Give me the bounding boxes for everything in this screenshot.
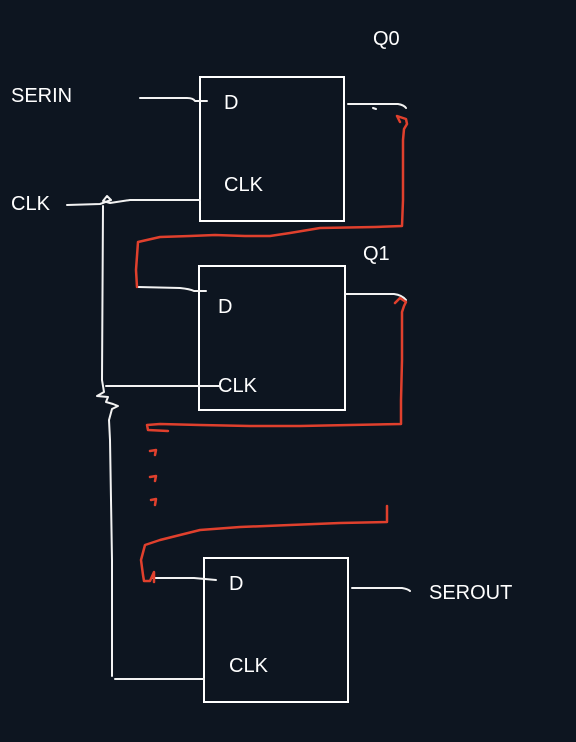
flipflop-0-box bbox=[199, 76, 345, 222]
serout-wire bbox=[351, 587, 411, 592]
q1-output-wire bbox=[345, 293, 407, 301]
q1-label: Q1 bbox=[363, 243, 390, 265]
flipflop-2-clk-pin: CLK bbox=[229, 655, 269, 677]
clk-input-wire bbox=[66, 195, 201, 206]
flipflop-2-d-pin: D bbox=[229, 573, 243, 595]
ffn-feedback-wire bbox=[139, 504, 389, 584]
serin-label: SERIN bbox=[11, 85, 72, 107]
flipflop-1-box bbox=[198, 265, 346, 411]
serin-wire bbox=[139, 97, 208, 102]
ellipsis-dot-3 bbox=[149, 497, 158, 507]
q0-feedback-wire bbox=[134, 114, 409, 289]
q1-feedback-wire bbox=[145, 296, 408, 433]
q0-label: Q0 bbox=[373, 28, 400, 50]
flipflop-0-d-pin: D bbox=[224, 92, 238, 114]
ff2-d-input-wire bbox=[152, 577, 217, 581]
flipflop-2-box bbox=[203, 557, 349, 703]
ellipsis-dot-2 bbox=[148, 474, 158, 483]
q0-output-mark bbox=[372, 107, 377, 110]
clk-input-label: CLK bbox=[11, 193, 51, 215]
flipflop-0-clk-pin: CLK bbox=[224, 174, 264, 196]
q0-output-wire bbox=[347, 103, 407, 109]
clock-bus-wire bbox=[96, 205, 119, 677]
ellipsis-dot-1 bbox=[148, 448, 158, 457]
ff1-d-input-wire bbox=[137, 286, 207, 292]
serout-label: SEROUT bbox=[429, 582, 512, 604]
flipflop-1-d-pin: D bbox=[218, 296, 232, 318]
flipflop-1-clk-pin: CLK bbox=[218, 375, 258, 397]
